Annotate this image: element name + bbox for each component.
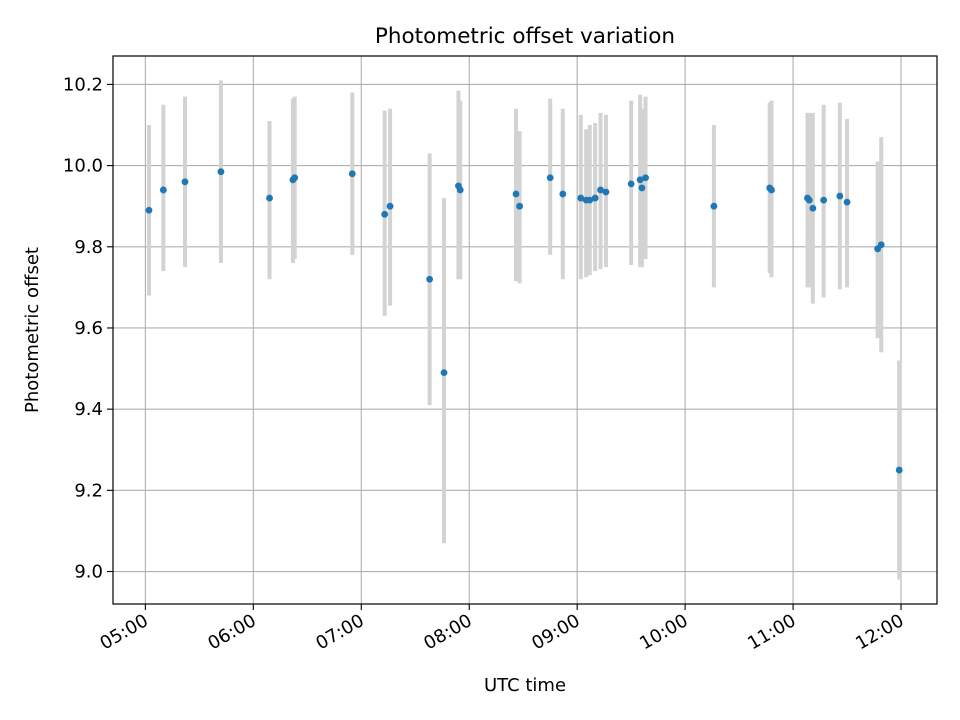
y-axis-ticks: 9.0 9.2 9.4 9.6 9.8 10.0 10.2 — [63, 74, 113, 583]
data-point — [217, 168, 225, 176]
data-point — [512, 190, 520, 198]
data-point — [602, 188, 610, 196]
data-point — [456, 186, 464, 194]
data-point — [768, 186, 775, 194]
data-point — [145, 206, 153, 214]
data-point — [577, 194, 585, 202]
y-tick-label: 9.0 — [74, 562, 103, 583]
data-point — [266, 194, 273, 202]
y-tick-label: 9.2 — [74, 480, 103, 501]
data-point — [516, 202, 524, 210]
data-point — [636, 176, 644, 184]
data-point — [440, 369, 448, 377]
plot-area — [113, 56, 937, 604]
data-point — [805, 196, 813, 204]
data-point — [348, 170, 356, 178]
data-point — [638, 184, 646, 192]
data-point — [597, 186, 604, 194]
y-tick-label: 10.0 — [63, 156, 103, 177]
data-point — [381, 210, 389, 218]
data-point — [586, 196, 594, 204]
data-point — [895, 466, 903, 474]
data-point — [809, 204, 817, 212]
y-axis-label: Photometric offset — [22, 247, 43, 413]
data-point — [181, 178, 189, 186]
data-point — [591, 194, 599, 202]
data-point — [546, 174, 554, 182]
x-axis-label: UTC time — [484, 675, 566, 696]
y-tick-label: 9.6 — [74, 318, 103, 339]
data-point — [291, 174, 299, 182]
y-tick-label: 9.8 — [74, 237, 103, 258]
data-point — [559, 190, 567, 198]
data-point — [820, 196, 828, 204]
data-point — [843, 198, 851, 206]
data-point — [642, 174, 649, 182]
y-tick-label: 9.4 — [74, 399, 103, 420]
chart-title: Photometric offset variation — [375, 24, 675, 49]
data-point — [836, 192, 844, 200]
data-point — [426, 275, 434, 283]
data-point — [627, 180, 635, 188]
data-point — [710, 202, 718, 210]
data-point — [159, 186, 167, 194]
data-point — [386, 202, 394, 210]
plot-frame — [112, 55, 938, 605]
data-point — [877, 241, 885, 249]
y-tick-label: 10.2 — [63, 74, 103, 95]
data-points — [145, 168, 903, 474]
